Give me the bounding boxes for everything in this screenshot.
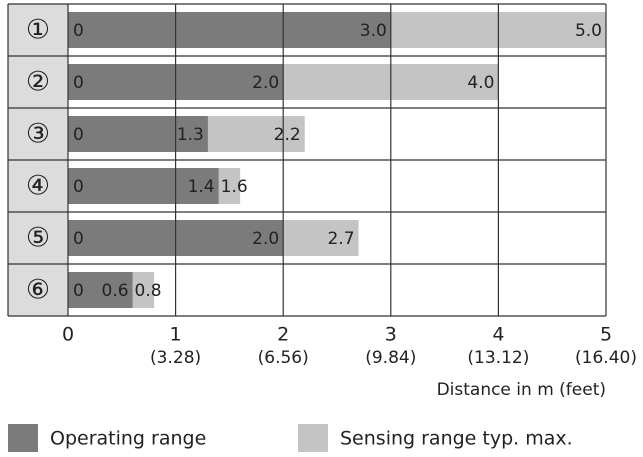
x-tick-sublabel: (6.56)	[258, 348, 309, 368]
bar-start-label: 0	[73, 73, 84, 93]
value-label: 1.6	[221, 177, 248, 197]
value-label: 5.0	[575, 21, 602, 41]
legend-label: Sensing range typ. max.	[340, 428, 573, 450]
bar-start-label: 0	[73, 281, 84, 301]
bar-start-label: 0	[73, 229, 84, 249]
x-tick-label: 1	[170, 324, 182, 346]
bar	[68, 272, 133, 308]
legend-swatch	[8, 424, 38, 452]
legend-label: Operating range	[50, 428, 206, 450]
value-label: 0.6	[102, 281, 129, 301]
value-label: 2.2	[274, 125, 301, 145]
x-tick-label: 4	[492, 324, 504, 346]
x-tick-sublabel: (9.84)	[365, 348, 416, 368]
x-axis-label: Distance in m (feet)	[437, 380, 606, 400]
x-tick-sublabel: (3.28)	[150, 348, 201, 368]
value-label: 2.0	[252, 229, 279, 249]
bar-start-label: 0	[73, 177, 84, 197]
x-tick-sublabel: (16.40)	[575, 348, 637, 368]
x-tick-label: 5	[600, 324, 612, 346]
x-tick-label: 2	[277, 324, 289, 346]
category-label: ⑤	[26, 223, 50, 254]
category-label: ①	[26, 15, 50, 46]
bar	[68, 168, 219, 204]
category-label: ④	[26, 171, 50, 202]
category-label: ②	[26, 67, 50, 98]
category-label: ⑥	[26, 275, 50, 306]
category-label: ③	[26, 119, 50, 150]
bar-start-label: 0	[73, 125, 84, 145]
x-tick-sublabel: (13.12)	[467, 348, 529, 368]
bar	[68, 12, 391, 48]
value-label: 3.0	[360, 21, 387, 41]
value-label: 2.0	[252, 73, 279, 93]
x-tick-label: 3	[385, 324, 397, 346]
bar-start-label: 0	[73, 21, 84, 41]
value-label: 4.0	[467, 73, 494, 93]
value-label: 0.8	[135, 281, 162, 301]
value-label: 1.3	[177, 125, 204, 145]
legend-swatch	[298, 424, 328, 452]
x-tick-label: 0	[62, 324, 74, 346]
value-label: 1.4	[188, 177, 215, 197]
bar	[68, 116, 208, 152]
value-label: 2.7	[327, 229, 354, 249]
